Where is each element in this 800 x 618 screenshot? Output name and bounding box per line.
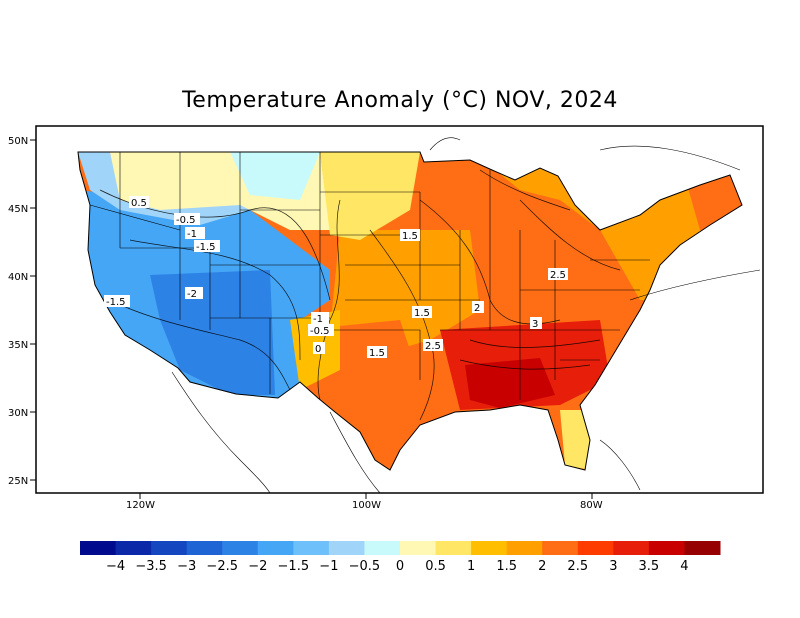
latitude-axis: 50N 45N 40N 35N 30N 25N [8, 136, 36, 487]
colorbar-swatch [400, 541, 437, 555]
contour-label: -1 [313, 314, 323, 325]
colorbar-tick-label: −1 [319, 559, 338, 574]
coastline-lines [171, 137, 761, 494]
contour-label: 2 [474, 303, 480, 314]
contour-label-box: -0.5 [174, 213, 200, 226]
colorbar-tick-label: 0.5 [425, 559, 446, 574]
colorbar-swatch [542, 541, 579, 555]
latitude-label: 30N [8, 408, 28, 419]
contour-label-box: 1.5 [400, 229, 420, 242]
latitude-label: 25N [8, 476, 28, 487]
anomaly-region-montana-cool [230, 152, 320, 200]
anomaly-region-hottest [465, 358, 555, 408]
colorbar-swatch [80, 541, 117, 555]
contour-label-box: -1.5 [194, 240, 220, 253]
colorbar-swatch [506, 541, 543, 555]
contour-label-box: -2 [185, 287, 203, 300]
colorbar: −4 −3.5 −3 −2.5 −2 −1.5 −1 −0.5 0 0.5 1 1.5 2 2.5 3 3.5… [80, 541, 721, 574]
us-outline [77, 151, 743, 471]
colorbar-tick-label: 2.5 [567, 559, 588, 574]
contour-label: -1.5 [106, 297, 126, 308]
longitude-axis: 120W 100W 80W [126, 493, 603, 511]
colorbar-tick-label: 1.5 [496, 559, 517, 574]
anomaly-region-northern-plains [320, 152, 420, 240]
contour-label-box: 1.5 [367, 346, 387, 359]
colorbar-tick-label: 3.5 [639, 559, 660, 574]
contour-label-box: -1 [185, 227, 205, 240]
colorbar-tick-label: −0.5 [349, 559, 381, 574]
colorbar-swatch [577, 541, 614, 555]
longitude-label: 100W [352, 500, 381, 511]
colorbar-swatch [293, 541, 330, 555]
colorbar-swatch [115, 541, 152, 555]
colorbar-tick-label: −2 [248, 559, 267, 574]
colorbar-tick-label: 3 [609, 559, 617, 574]
contour-label: -1.5 [196, 242, 216, 253]
colorbar-swatch [613, 541, 650, 555]
colorbar-swatch [257, 541, 294, 555]
contour-label: -0.5 [310, 326, 330, 337]
contour-label-box: -0.5 [308, 324, 334, 337]
contour-label: -0.5 [176, 215, 196, 226]
contour-labels: 0.5 -0.5 -1 -1.5 -1.5 -2 -1 -0.5 0 1.5 1… [104, 196, 568, 359]
colorbar-swatch [328, 541, 365, 555]
colorbar-swatch [435, 541, 472, 555]
contour-label-box: -1 [311, 312, 329, 325]
contour-label: -2 [187, 289, 197, 300]
colorbar-swatch [222, 541, 259, 555]
contour-label: 2.5 [550, 270, 566, 281]
contour-label-box: 2 [472, 301, 484, 314]
colorbar-tick-label: 4 [680, 559, 688, 574]
colorbar-tick-label: −3 [177, 559, 196, 574]
colorbar-tick-label: −2.5 [206, 559, 238, 574]
contour-label: 2.5 [425, 341, 441, 352]
contour-label-box: 3 [530, 317, 542, 330]
colorbar-swatch [364, 541, 401, 555]
contour-label: 3 [532, 319, 538, 330]
colorbar-swatch [151, 541, 188, 555]
contour-lines [99, 169, 621, 421]
contour-label-box: 1.5 [412, 306, 432, 319]
map-title: Temperature Anomaly (°C) NOV, 2024 [182, 88, 618, 113]
anomaly-region-southwest-colder [150, 270, 275, 395]
contour-label-box: 0.5 [129, 196, 149, 209]
colorbar-swatch [648, 541, 685, 555]
latitude-label: 45N [8, 204, 28, 215]
contour-label: -1 [187, 229, 197, 240]
longitude-label: 80W [580, 500, 603, 511]
colorbar-swatch [186, 541, 223, 555]
colorbar-tick-label: −4 [106, 559, 125, 574]
colorbar-swatch [684, 541, 721, 555]
contour-label-box: -1.5 [104, 295, 130, 308]
latitude-label: 35N [8, 340, 28, 351]
contour-label: 1.5 [369, 348, 385, 359]
colorbar-tick-label: 1 [467, 559, 475, 574]
contour-label-box: 0 [313, 342, 325, 355]
contour-label-box: 2.5 [423, 339, 443, 352]
contour-label-box: 2.5 [548, 268, 568, 281]
colorbar-tick-label: 0 [396, 559, 404, 574]
latitude-label: 50N [8, 136, 28, 147]
contour-label: 0 [315, 344, 321, 355]
latitude-label: 40N [8, 272, 28, 283]
contour-label: 1.5 [414, 308, 430, 319]
contour-label: 0.5 [131, 198, 147, 209]
colorbar-swatch [471, 541, 508, 555]
colorbar-tick-label: −1.5 [278, 559, 310, 574]
contour-label: 1.5 [402, 231, 418, 242]
longitude-label: 120W [126, 500, 155, 511]
colorbar-tick-label: −3.5 [135, 559, 167, 574]
colorbar-tick-label: 2 [538, 559, 546, 574]
